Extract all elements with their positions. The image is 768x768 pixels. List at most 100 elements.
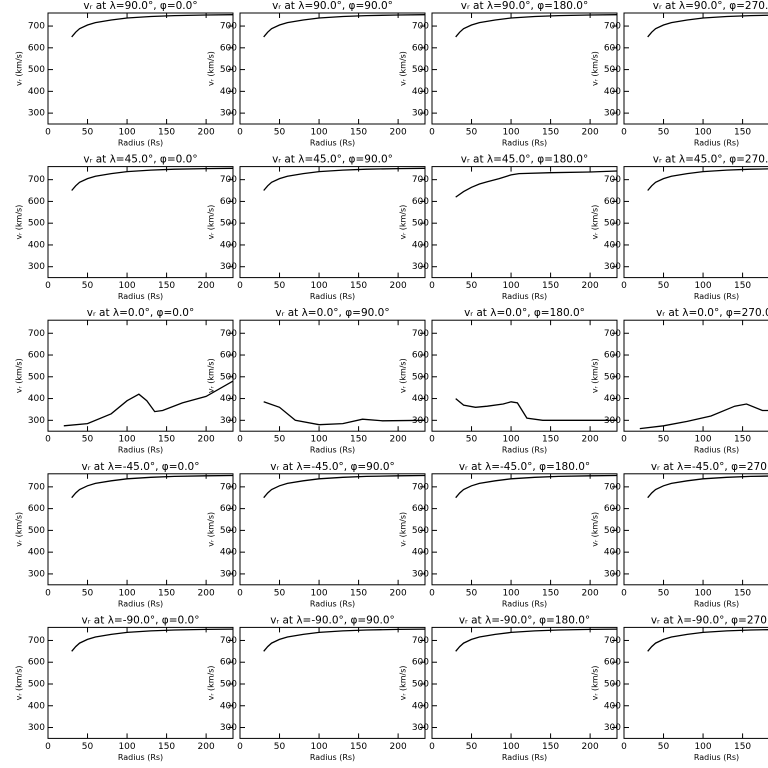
y-tick-label: 300 bbox=[604, 416, 621, 426]
x-axis-label: Radius (Rs) bbox=[502, 139, 547, 148]
y-tick-label: 600 bbox=[220, 197, 237, 207]
panel-title: vᵣ at λ=-45.0°, φ=0.0° bbox=[82, 461, 200, 473]
plot-frame bbox=[239, 166, 426, 279]
x-tick-label: 200 bbox=[390, 742, 407, 752]
x-tick-label: 150 bbox=[734, 742, 751, 752]
y-tick-label: 300 bbox=[220, 723, 237, 733]
data-line bbox=[455, 628, 618, 652]
x-tick-label: 50 bbox=[82, 281, 94, 291]
x-tick-label: 150 bbox=[158, 435, 175, 445]
y-tick-label: 600 bbox=[412, 351, 429, 361]
x-tick-label: 100 bbox=[502, 281, 519, 291]
y-tick-label: 700 bbox=[28, 482, 45, 492]
y-axis-label: vᵣ (km/s) bbox=[207, 205, 216, 240]
x-axis-label: Radius (Rs) bbox=[502, 446, 547, 455]
x-axis-label: Radius (Rs) bbox=[310, 599, 355, 608]
y-axis-label: vᵣ (km/s) bbox=[591, 665, 600, 700]
x-tick-label: 0 bbox=[621, 588, 627, 598]
y-tick-label: 700 bbox=[604, 329, 621, 339]
y-tick-label: 600 bbox=[604, 197, 621, 207]
x-tick-label: 100 bbox=[694, 742, 711, 752]
y-tick-label: 600 bbox=[412, 658, 429, 668]
y-axis-label: vᵣ (km/s) bbox=[399, 665, 408, 700]
x-tick-label: 50 bbox=[274, 281, 286, 291]
y-axis-label: vᵣ (km/s) bbox=[207, 512, 216, 547]
y-tick-label: 300 bbox=[412, 109, 429, 119]
plot-frame bbox=[623, 473, 768, 586]
x-tick-label: 200 bbox=[582, 435, 599, 445]
x-tick-label: 50 bbox=[274, 435, 286, 445]
y-tick-label: 700 bbox=[604, 22, 621, 32]
x-tick-label: 150 bbox=[350, 128, 367, 138]
y-tick-label: 700 bbox=[412, 22, 429, 32]
y-tick-label: 700 bbox=[604, 636, 621, 646]
x-tick-label: 100 bbox=[118, 588, 135, 598]
x-tick-label: 200 bbox=[390, 588, 407, 598]
y-tick-label: 400 bbox=[220, 548, 237, 558]
x-tick-label: 150 bbox=[542, 281, 559, 291]
plot-frame bbox=[47, 473, 234, 586]
x-tick-label: 0 bbox=[237, 281, 243, 291]
panel-title: vᵣ at λ=-90.0°, φ=90.0° bbox=[270, 614, 395, 626]
y-tick-label: 400 bbox=[28, 701, 45, 711]
data-line bbox=[455, 14, 618, 38]
y-tick-label: 300 bbox=[220, 109, 237, 119]
y-tick-label: 400 bbox=[604, 394, 621, 404]
x-tick-label: 0 bbox=[45, 588, 51, 598]
x-axis-label: Radius (Rs) bbox=[502, 599, 547, 608]
y-tick-label: 500 bbox=[220, 219, 237, 229]
x-tick-label: 0 bbox=[429, 588, 435, 598]
y-tick-label: 500 bbox=[604, 372, 621, 382]
y-tick-label: 500 bbox=[412, 65, 429, 75]
x-tick-label: 150 bbox=[542, 435, 559, 445]
x-tick-label: 50 bbox=[658, 435, 670, 445]
y-axis-label: vᵣ (km/s) bbox=[591, 358, 600, 393]
y-tick-label: 700 bbox=[28, 636, 45, 646]
y-tick-label: 700 bbox=[28, 22, 45, 32]
x-tick-label: 50 bbox=[658, 588, 670, 598]
y-tick-label: 300 bbox=[220, 262, 237, 272]
y-tick-label: 600 bbox=[28, 351, 45, 361]
y-tick-label: 600 bbox=[604, 504, 621, 514]
x-axis-label: Radius (Rs) bbox=[118, 139, 163, 148]
y-tick-label: 600 bbox=[28, 43, 45, 53]
data-line bbox=[263, 628, 426, 652]
panel-title: vᵣ at λ=90.0°, φ=180.0° bbox=[461, 0, 589, 12]
x-tick-label: 50 bbox=[82, 588, 94, 598]
x-axis-label: Radius (Rs) bbox=[310, 139, 355, 148]
y-tick-label: 400 bbox=[28, 548, 45, 558]
y-tick-label: 400 bbox=[220, 240, 237, 250]
y-tick-label: 600 bbox=[604, 658, 621, 668]
y-axis-label: vᵣ (km/s) bbox=[15, 51, 24, 86]
data-line bbox=[647, 168, 768, 191]
y-tick-label: 500 bbox=[28, 219, 45, 229]
x-tick-label: 0 bbox=[429, 435, 435, 445]
x-tick-label: 150 bbox=[734, 435, 751, 445]
x-axis-label: Radius (Rs) bbox=[310, 292, 355, 301]
x-tick-label: 150 bbox=[734, 128, 751, 138]
x-tick-label: 0 bbox=[237, 588, 243, 598]
y-axis-label: vᵣ (km/s) bbox=[399, 51, 408, 86]
x-tick-label: 100 bbox=[502, 742, 519, 752]
panel-title: vᵣ at λ=-90.0°, φ=180.0° bbox=[459, 614, 590, 626]
panel-title: vᵣ at λ=45.0°, φ=270.0° bbox=[653, 154, 768, 166]
x-tick-label: 0 bbox=[429, 128, 435, 138]
x-tick-label: 150 bbox=[158, 281, 175, 291]
x-tick-label: 150 bbox=[350, 588, 367, 598]
x-tick-label: 100 bbox=[694, 281, 711, 291]
x-axis-label: Radius (Rs) bbox=[310, 753, 355, 762]
x-tick-label: 150 bbox=[542, 128, 559, 138]
y-tick-label: 700 bbox=[28, 175, 45, 185]
y-tick-label: 700 bbox=[604, 482, 621, 492]
x-tick-label: 50 bbox=[466, 742, 478, 752]
y-tick-label: 600 bbox=[412, 43, 429, 53]
y-axis-label: vᵣ (km/s) bbox=[207, 51, 216, 86]
y-tick-label: 600 bbox=[220, 658, 237, 668]
x-axis-label: Radius (Rs) bbox=[118, 292, 163, 301]
x-tick-label: 150 bbox=[542, 588, 559, 598]
data-line bbox=[263, 14, 426, 38]
x-tick-label: 0 bbox=[621, 742, 627, 752]
data-line bbox=[647, 629, 768, 652]
x-tick-label: 0 bbox=[237, 128, 243, 138]
x-tick-label: 0 bbox=[45, 128, 51, 138]
